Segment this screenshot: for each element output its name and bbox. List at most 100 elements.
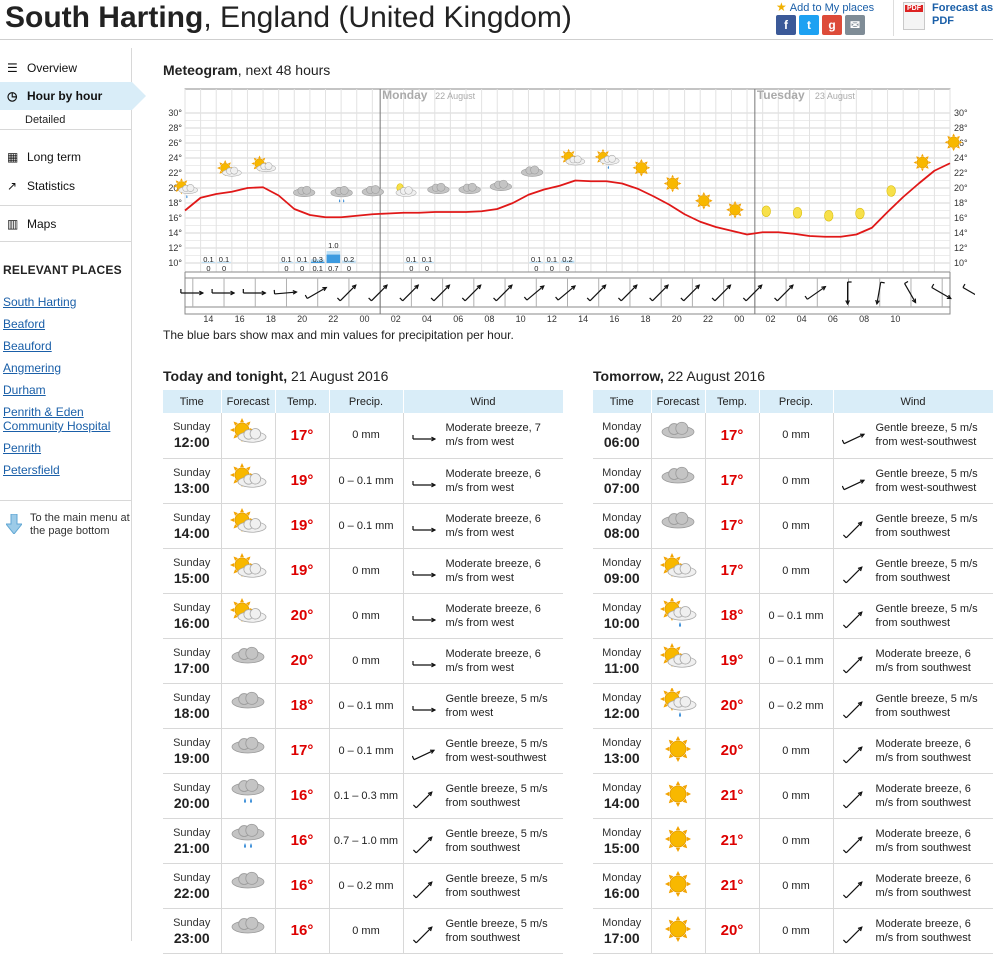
nav-statistics[interactable]: ↗Statistics xyxy=(0,177,132,195)
wind-arrow-icon xyxy=(842,923,866,947)
sun-cloud-rain-icon xyxy=(658,598,698,630)
y-tick-label: 16° xyxy=(954,213,968,223)
chart-icon: ↗ xyxy=(7,177,17,195)
y-tick-label: 26° xyxy=(168,138,182,148)
meteogram-title-bold: Meteogram xyxy=(163,62,238,78)
twitter-icon[interactable]: t xyxy=(799,15,819,35)
precip-max-label: 0.3 xyxy=(312,255,322,264)
day-label: Tuesday xyxy=(757,88,805,102)
precipitation-cell: 0 mm xyxy=(329,413,403,458)
precipitation-cell: 0 mm xyxy=(759,728,833,773)
meteogram-title-rest: , next 48 hours xyxy=(238,62,331,78)
email-icon[interactable]: ✉ xyxy=(845,15,865,35)
calendar-icon: ▦ xyxy=(7,148,18,166)
place-link[interactable]: Penrith xyxy=(3,441,128,455)
precip-min-label: 0.7 xyxy=(328,264,338,273)
forecast-cell xyxy=(651,638,705,683)
today-title-bold: Today and tonight, xyxy=(163,368,287,384)
temperature-cell: 20° xyxy=(705,728,759,773)
place-link[interactable]: Durham xyxy=(3,383,128,397)
y-tick-label: 24° xyxy=(168,153,182,163)
day-label: Monday xyxy=(593,691,651,706)
day-label: Sunday xyxy=(163,916,221,931)
day-label: Sunday xyxy=(163,511,221,526)
place-link[interactable]: Beaford xyxy=(3,317,128,331)
forecast-cell xyxy=(651,908,705,953)
forecast-cell xyxy=(221,638,275,683)
y-tick-label: 12° xyxy=(168,243,182,253)
day-label: Monday xyxy=(382,88,428,102)
place-link[interactable]: Beauford xyxy=(3,339,128,353)
nav-detailed[interactable]: Detailed xyxy=(0,110,132,130)
forecast-cell xyxy=(221,548,275,593)
y-tick-label: 20° xyxy=(954,183,968,193)
forecast-pdf-link[interactable]: Forecast as PDF xyxy=(932,2,993,28)
column-header: Precip. xyxy=(759,390,833,413)
moon-icon xyxy=(762,206,771,217)
x-tick-label: 00 xyxy=(734,314,744,324)
tomorrow-title-bold: Tomorrow, xyxy=(593,368,664,384)
add-to-my-places-link[interactable]: ★Add to My places xyxy=(776,0,874,14)
pdf-icon[interactable]: PDF xyxy=(903,2,925,30)
precipitation-cell: 0 mm xyxy=(759,413,833,458)
x-tick-label: 20 xyxy=(672,314,682,324)
add-to-my-places-label: Add to My places xyxy=(790,2,874,14)
day-label: Sunday xyxy=(163,646,221,661)
y-tick-label: 14° xyxy=(954,228,968,238)
day-label: Sunday xyxy=(163,871,221,886)
day-label: Monday xyxy=(593,871,651,886)
precipitation-cell: 0 mm xyxy=(759,773,833,818)
x-tick-label: 02 xyxy=(391,314,401,324)
day-label: Monday xyxy=(593,781,651,796)
x-tick-label: 22 xyxy=(328,314,338,324)
x-tick-label: 14 xyxy=(578,314,588,324)
nav-maps[interactable]: ▥Maps xyxy=(0,215,132,233)
column-header: Forecast xyxy=(651,390,705,413)
wind-arrow-icon xyxy=(412,878,436,902)
wind-arrow-icon xyxy=(842,878,866,902)
wind-cell: Gentle breeze, 5 m/s from west-southwest xyxy=(403,728,563,773)
precip-min-label: 0 xyxy=(534,264,538,273)
precipitation-cell: 0.1 – 0.3 mm xyxy=(329,773,403,818)
place-link[interactable]: Petersfield xyxy=(3,463,128,477)
list-icon: ☰ xyxy=(7,59,18,77)
hour-label: 12:00 xyxy=(163,435,221,450)
cloud-icon xyxy=(658,508,698,540)
google-icon[interactable]: g xyxy=(822,15,842,35)
wind-description: Moderate breeze, 6 m/s from west xyxy=(446,557,558,585)
place-link[interactable]: Angmering xyxy=(3,361,128,375)
wind-arrow-icon xyxy=(412,743,436,767)
moon-icon xyxy=(887,186,896,197)
temperature-cell: 21° xyxy=(705,818,759,863)
hour-label: 10:00 xyxy=(593,616,651,631)
precipitation-cell: 0 mm xyxy=(759,863,833,908)
day-label: Sunday xyxy=(163,826,221,841)
wind-description: Moderate breeze, 6 m/s from southwest xyxy=(876,827,988,855)
down-arrow-icon xyxy=(6,514,22,534)
place-link[interactable]: Penrith & Eden Community Hospital xyxy=(3,405,128,433)
main-menu-link[interactable]: To the main menu at the page bottom xyxy=(30,512,130,538)
day-label: Monday xyxy=(593,736,651,751)
temperature-cell: 20° xyxy=(275,638,329,683)
nav-long-term[interactable]: ▦Long term xyxy=(0,148,132,166)
precip-min-bar xyxy=(327,255,341,263)
wind-cell: Moderate breeze, 6 m/s from west xyxy=(403,593,563,638)
nav-overview[interactable]: ☰Overview xyxy=(0,59,132,77)
pdf-badge: PDF xyxy=(905,5,923,12)
nav-hour-by-hour[interactable]: ◷Hour by hour xyxy=(0,82,146,110)
facebook-icon[interactable]: f xyxy=(776,15,796,35)
place-link[interactable]: South Harting xyxy=(3,295,128,309)
sun-icon xyxy=(658,823,698,855)
precip-min-label: 0 xyxy=(284,264,288,273)
